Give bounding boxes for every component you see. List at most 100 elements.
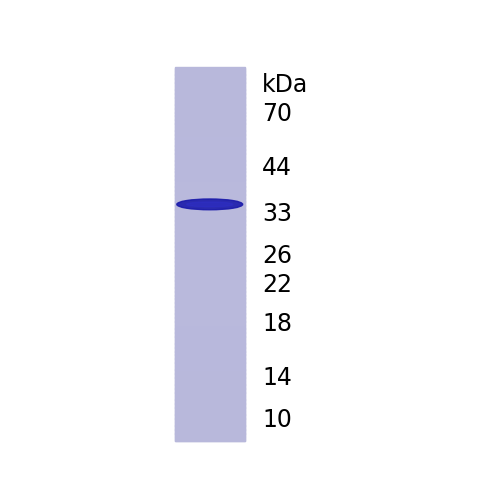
- Bar: [175, 116, 244, 120]
- Bar: [175, 324, 244, 329]
- Bar: [175, 104, 244, 109]
- Bar: [175, 336, 244, 340]
- Bar: [175, 134, 244, 138]
- Bar: [175, 328, 244, 333]
- Bar: [175, 366, 244, 370]
- Bar: [175, 310, 244, 314]
- Bar: [175, 97, 244, 102]
- Text: kDa: kDa: [262, 74, 308, 98]
- Bar: [175, 291, 244, 296]
- Bar: [175, 90, 244, 94]
- Text: 33: 33: [262, 202, 292, 226]
- Bar: [175, 403, 244, 407]
- Bar: [175, 246, 244, 250]
- Bar: [175, 284, 244, 288]
- Bar: [175, 160, 244, 165]
- Bar: [175, 182, 244, 187]
- Bar: [175, 220, 244, 224]
- Text: 70: 70: [262, 102, 292, 126]
- Bar: [175, 93, 244, 98]
- Bar: [175, 202, 244, 206]
- Bar: [175, 149, 244, 154]
- Bar: [175, 400, 244, 404]
- Bar: [175, 377, 244, 382]
- Bar: [175, 164, 244, 168]
- Bar: [175, 433, 244, 438]
- Bar: [175, 175, 244, 180]
- Bar: [175, 142, 244, 146]
- Bar: [175, 370, 244, 374]
- Text: 10: 10: [262, 408, 292, 432]
- Bar: [175, 216, 244, 221]
- Bar: [175, 321, 244, 326]
- Bar: [175, 74, 244, 79]
- Bar: [175, 82, 244, 86]
- Bar: [175, 414, 244, 418]
- Bar: [175, 100, 244, 105]
- Bar: [175, 228, 244, 232]
- Text: 22: 22: [262, 273, 292, 297]
- Bar: [175, 314, 244, 318]
- Bar: [175, 272, 244, 277]
- Bar: [175, 119, 244, 124]
- Bar: [175, 362, 244, 366]
- Text: 18: 18: [262, 312, 292, 336]
- Bar: [175, 190, 244, 194]
- Bar: [175, 153, 244, 158]
- Bar: [175, 306, 244, 310]
- Bar: [175, 198, 244, 202]
- Bar: [175, 288, 244, 292]
- Bar: [175, 212, 244, 217]
- Bar: [175, 268, 244, 273]
- Bar: [175, 254, 244, 258]
- Bar: [175, 396, 244, 400]
- Bar: [175, 347, 244, 352]
- Bar: [175, 242, 244, 247]
- Bar: [175, 168, 244, 172]
- Bar: [175, 407, 244, 412]
- Bar: [175, 67, 244, 71]
- Bar: [175, 86, 244, 90]
- Bar: [175, 235, 244, 240]
- Bar: [175, 294, 244, 299]
- Bar: [175, 231, 244, 236]
- Bar: [175, 126, 244, 131]
- Bar: [175, 261, 244, 266]
- Bar: [175, 112, 244, 116]
- Bar: [175, 298, 244, 303]
- Bar: [175, 436, 244, 441]
- Bar: [175, 224, 244, 228]
- Text: 14: 14: [262, 366, 292, 390]
- Bar: [175, 351, 244, 356]
- Bar: [175, 123, 244, 128]
- Bar: [175, 426, 244, 430]
- Bar: [175, 380, 244, 385]
- Bar: [175, 78, 244, 82]
- Bar: [175, 422, 244, 426]
- Bar: [175, 388, 244, 392]
- Bar: [175, 332, 244, 336]
- Bar: [175, 373, 244, 378]
- Bar: [175, 130, 244, 135]
- Ellipse shape: [177, 199, 242, 210]
- Bar: [175, 186, 244, 191]
- Bar: [175, 205, 244, 210]
- Bar: [175, 250, 244, 254]
- Bar: [175, 392, 244, 396]
- Bar: [175, 302, 244, 306]
- Bar: [175, 276, 244, 280]
- Bar: [175, 358, 244, 362]
- Bar: [175, 354, 244, 359]
- Bar: [175, 265, 244, 270]
- Bar: [175, 258, 244, 262]
- Bar: [175, 108, 244, 112]
- Bar: [175, 317, 244, 322]
- Ellipse shape: [186, 202, 233, 207]
- Bar: [175, 238, 244, 243]
- Bar: [175, 70, 244, 75]
- Bar: [175, 172, 244, 176]
- Bar: [175, 156, 244, 161]
- Bar: [175, 68, 244, 441]
- Bar: [175, 384, 244, 389]
- Bar: [175, 280, 244, 284]
